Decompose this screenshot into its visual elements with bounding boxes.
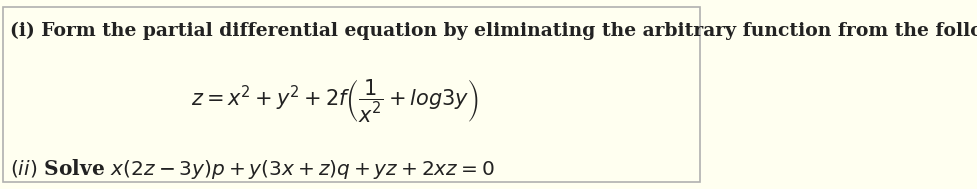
FancyBboxPatch shape	[4, 7, 700, 182]
Text: $z = x^2 + y^2 + 2f\left(\dfrac{1}{x^2} + log3y\right)$: $z = x^2 + y^2 + 2f\left(\dfrac{1}{x^2} …	[191, 77, 478, 124]
Text: $(ii)$ Solve $x(2z - 3y)p + y(3x + z)q + yz + 2xz = 0$: $(ii)$ Solve $x(2z - 3y)p + y(3x + z)q +…	[11, 157, 494, 181]
Text: (i) Form the partial differential equation by eliminating the arbitrary function: (i) Form the partial differential equati…	[11, 22, 977, 40]
